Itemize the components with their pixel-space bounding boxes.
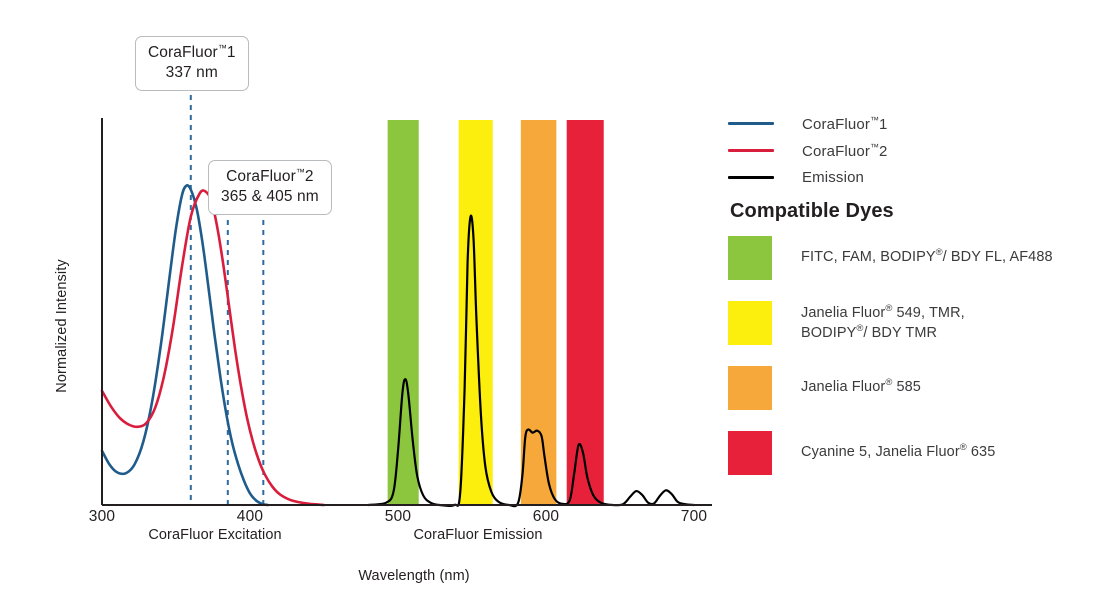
series-curve-emission [367, 214, 696, 508]
compatible-dyes-heading: Compatible Dyes [730, 200, 894, 222]
series-curve-corafluor-1 [100, 184, 270, 507]
legend-line-swatch-emission [728, 176, 774, 179]
orange-band [520, 120, 557, 505]
legend-label-emission: Emission [802, 169, 865, 186]
legend-label-corafluor-1: CoraFluor™1 [802, 114, 888, 133]
dye-color-swatch-red [728, 431, 772, 475]
dye-color-swatch-green [728, 236, 772, 280]
axis-sublabel-excitation: CoraFluor Excitation [148, 527, 282, 543]
axis-sublabel-emission: CoraFluor Emission [413, 527, 543, 543]
legend-line-swatch-corafluor-1 [728, 122, 774, 125]
legend-label-corafluor-2: CoraFluor™2 [802, 141, 888, 160]
legend-item-corafluor-1: CoraFluor™1 [728, 110, 1098, 137]
y-axis-title: Normalized Intensity [54, 259, 70, 393]
callout-corafluor-1: CoraFluor™1 337 nm [135, 36, 249, 91]
callout-cf2-line2: 365 & 405 nm [221, 187, 319, 205]
callout-cf1-line2: 337 nm [165, 63, 218, 81]
dye-label-yellow: Janelia Fluor® 549, TMR, BODIPY®/ BDY TMR [801, 303, 965, 342]
x-axis-tick-700: 700 [680, 508, 708, 525]
x-axis-tick-500: 500 [384, 508, 412, 525]
spectra-plot [100, 85, 712, 508]
callout-cf2-line1: CoraFluor™2 [226, 167, 314, 186]
series-curve-corafluor-2 [100, 189, 326, 507]
dye-label-orange: Janelia Fluor® 585 [801, 377, 921, 395]
dye-label-red: Cyanine 5, Janelia Fluor® 635 [801, 442, 996, 460]
dye-item-orange: Janelia Fluor® 585 [728, 366, 1108, 410]
callout-cf1-line1: CoraFluor™1 [148, 43, 236, 62]
dye-item-yellow: Janelia Fluor® 549, TMR, BODIPY®/ BDY TMR [728, 301, 1108, 345]
x-axis-tick-600: 600 [532, 508, 560, 525]
dye-color-swatch-orange [728, 366, 772, 410]
legend-item-corafluor-2: CoraFluor™2 [728, 137, 1098, 164]
x-axis-tick-300: 300 [88, 508, 116, 525]
series-legend: CoraFluor™1 CoraFluor™2 Emission [728, 110, 1098, 191]
legend-line-swatch-corafluor-2 [728, 149, 774, 152]
dye-item-red: Cyanine 5, Janelia Fluor® 635 [728, 431, 1108, 475]
dye-color-swatch-yellow [728, 301, 772, 345]
dye-item-green: FITC, FAM, BODIPY®/ BDY FL, AF488 [728, 236, 1108, 280]
x-axis-tick-400: 400 [236, 508, 264, 525]
spectra-chart-panel: CoraFluor™1 337 nm CoraFluor™2 365 & 405… [54, 36, 712, 584]
compatible-dyes-list: FITC, FAM, BODIPY®/ BDY FL, AF488 Janeli… [728, 236, 1108, 496]
red-band [566, 120, 604, 505]
callout-corafluor-2: CoraFluor™2 365 & 405 nm [208, 160, 332, 215]
legend-item-emission: Emission [728, 164, 1098, 191]
x-axis-title: Wavelength (nm) [358, 568, 470, 584]
right-rail: CoraFluor™1 CoraFluor™2 Emission Compati… [728, 0, 1110, 612]
dye-label-green: FITC, FAM, BODIPY®/ BDY FL, AF488 [801, 247, 1053, 265]
